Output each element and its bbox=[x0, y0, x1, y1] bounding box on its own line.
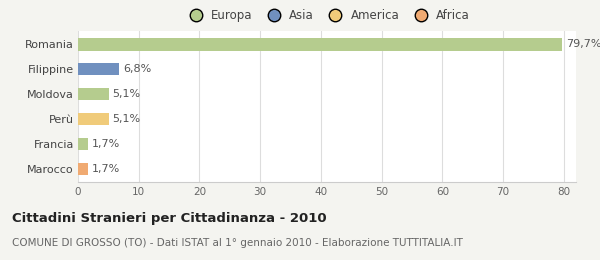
Text: Cittadini Stranieri per Cittadinanza - 2010: Cittadini Stranieri per Cittadinanza - 2… bbox=[12, 212, 326, 225]
Text: 5,1%: 5,1% bbox=[113, 114, 141, 124]
Text: 1,7%: 1,7% bbox=[92, 164, 120, 174]
Text: 5,1%: 5,1% bbox=[113, 89, 141, 99]
Text: COMUNE DI GROSSO (TO) - Dati ISTAT al 1° gennaio 2010 - Elaborazione TUTTITALIA.: COMUNE DI GROSSO (TO) - Dati ISTAT al 1°… bbox=[12, 238, 463, 248]
Bar bbox=[78, 38, 562, 50]
Legend: Europa, Asia, America, Africa: Europa, Asia, America, Africa bbox=[184, 9, 470, 22]
Bar bbox=[78, 113, 109, 125]
Text: 1,7%: 1,7% bbox=[92, 139, 120, 149]
Bar bbox=[78, 138, 88, 150]
Bar bbox=[78, 88, 109, 100]
Text: 79,7%: 79,7% bbox=[566, 39, 600, 49]
Text: 6,8%: 6,8% bbox=[123, 64, 151, 74]
Bar bbox=[78, 163, 88, 175]
Bar bbox=[78, 63, 119, 75]
